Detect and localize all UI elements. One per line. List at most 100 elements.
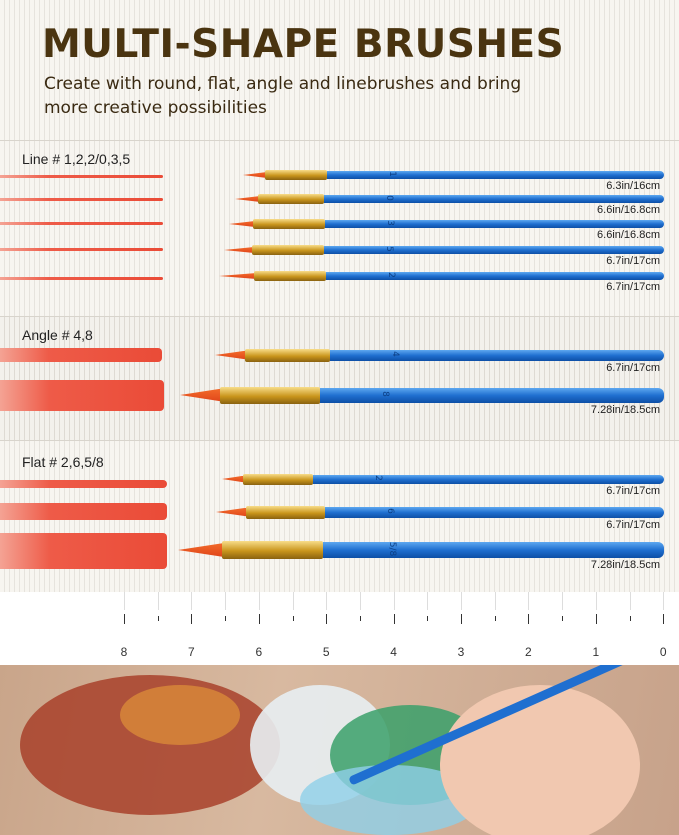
brush-handle xyxy=(325,506,664,518)
angle-section-band xyxy=(0,316,679,440)
paint-stroke xyxy=(0,503,167,520)
brush-handle xyxy=(330,349,664,361)
ruler-label: 3 xyxy=(457,645,465,659)
ruler-gridline xyxy=(359,592,361,610)
brush-length-label: 6.7in/17cm xyxy=(606,361,660,374)
brush-handle xyxy=(313,474,664,484)
brush-handle xyxy=(326,272,664,280)
paint-stroke xyxy=(0,348,162,362)
ruler-tick xyxy=(461,614,462,624)
ruler-gridline xyxy=(258,592,260,610)
brush-ferrule xyxy=(246,505,325,519)
ruler-label: 0 xyxy=(659,645,667,659)
ruler-half-tick xyxy=(225,616,227,621)
brush-handle xyxy=(324,246,664,254)
paint-stroke xyxy=(0,175,163,178)
ruler-gridline xyxy=(124,592,125,610)
ruler-gridline xyxy=(393,592,395,610)
line-section-label: Line # 1,2,2/0,3,5 xyxy=(22,151,131,167)
ruler-gridline xyxy=(427,592,429,610)
brush-ferrule xyxy=(245,348,330,362)
ruler-gridline xyxy=(191,592,193,610)
brush-size-number: 8 xyxy=(379,391,390,397)
ruler-tick xyxy=(528,614,530,624)
brush-size-number: 2 xyxy=(372,475,383,481)
ruler-gridline xyxy=(494,592,496,610)
ruler-gridline xyxy=(629,592,631,610)
ruler-gridline xyxy=(595,592,597,610)
brush-size-number: 4 xyxy=(389,351,400,357)
ruler-tick xyxy=(326,614,328,624)
brush-handle xyxy=(325,220,664,228)
ruler-gridline xyxy=(461,592,462,610)
brush-size-number: 2 xyxy=(385,272,396,278)
ruler-label: 1 xyxy=(592,645,600,659)
brush-tip xyxy=(235,196,260,202)
angle-section-label: Angle # 4,8 xyxy=(22,327,93,343)
ruler-label: 6 xyxy=(255,645,263,659)
paint-stroke xyxy=(0,248,163,251)
paint-stroke xyxy=(0,198,163,201)
ruler-tick xyxy=(393,614,395,624)
ruler-gridline xyxy=(292,592,294,610)
ruler-tick xyxy=(595,614,597,624)
ruler-half-tick xyxy=(292,616,294,621)
ruler-tick xyxy=(124,614,125,624)
ruler-label: 7 xyxy=(188,645,195,659)
brush-tip xyxy=(229,221,255,227)
brush-tip xyxy=(243,172,267,178)
brush-size-number: 6 xyxy=(384,508,395,514)
brush-handle xyxy=(323,542,664,558)
brush-length-label: 6.7in/17cm xyxy=(606,255,660,267)
brush-handle xyxy=(320,387,664,403)
brush-ferrule xyxy=(254,271,326,281)
ruler-half-tick xyxy=(427,616,429,621)
brush-ferrule xyxy=(243,473,313,485)
ruler xyxy=(0,592,679,665)
paint-stroke xyxy=(0,533,167,569)
ruler-tick xyxy=(258,614,260,624)
ruler-half-tick xyxy=(629,616,631,621)
brush-tip xyxy=(224,247,254,253)
divider xyxy=(0,316,679,317)
striped-background xyxy=(0,0,679,592)
brush-length-label: 7.28in/18.5cm xyxy=(590,403,660,416)
brush-length-label: 6.6in/16.8cm xyxy=(597,229,660,241)
ruler-tick xyxy=(663,614,665,624)
paint-stroke xyxy=(0,380,164,411)
brush-ferrule xyxy=(252,245,324,255)
brush-ferrule xyxy=(220,386,320,404)
ruler-label: 2 xyxy=(525,645,532,659)
brush-size-number: 0 xyxy=(383,195,394,201)
painting-photo xyxy=(0,665,679,835)
brush-length-label: 6.7in/17cm xyxy=(606,281,660,293)
ruler-gridline xyxy=(562,592,564,610)
ruler-label: 5 xyxy=(322,645,330,659)
ruler-gridline xyxy=(326,592,328,610)
divider xyxy=(0,140,679,141)
brush-ferrule xyxy=(253,219,325,229)
page-subtitle: Create with round, flat, angle and lineb… xyxy=(44,74,522,118)
ruler-half-tick xyxy=(359,616,361,621)
ruler-gridline xyxy=(528,592,530,610)
ruler-half-tick xyxy=(494,616,496,621)
page-title: MULTI-SHAPE BRUSHES xyxy=(42,22,565,67)
brush-tip xyxy=(222,475,245,483)
ruler-tick xyxy=(191,614,193,624)
brush-ferrule xyxy=(222,541,323,559)
ruler-gridline xyxy=(663,592,665,610)
brush-length-label: 7.28in/18.5cm xyxy=(590,559,660,571)
divider xyxy=(0,440,679,441)
brush-length-label: 6.6in/16.8cm xyxy=(597,204,660,216)
brush-ferrule xyxy=(258,194,324,204)
brush-length-label: 6.7in/17cm xyxy=(606,518,660,531)
ruler-gridline xyxy=(157,592,159,610)
brush-ferrule xyxy=(265,170,327,180)
brush-size-number: 5 xyxy=(383,246,394,252)
ruler-label: 8 xyxy=(120,645,128,659)
brush-handle xyxy=(324,195,664,203)
paint-stroke xyxy=(0,222,163,225)
paint-stroke xyxy=(0,277,163,280)
brush-tip xyxy=(215,350,247,360)
brush-size-number: 3 xyxy=(384,220,395,226)
